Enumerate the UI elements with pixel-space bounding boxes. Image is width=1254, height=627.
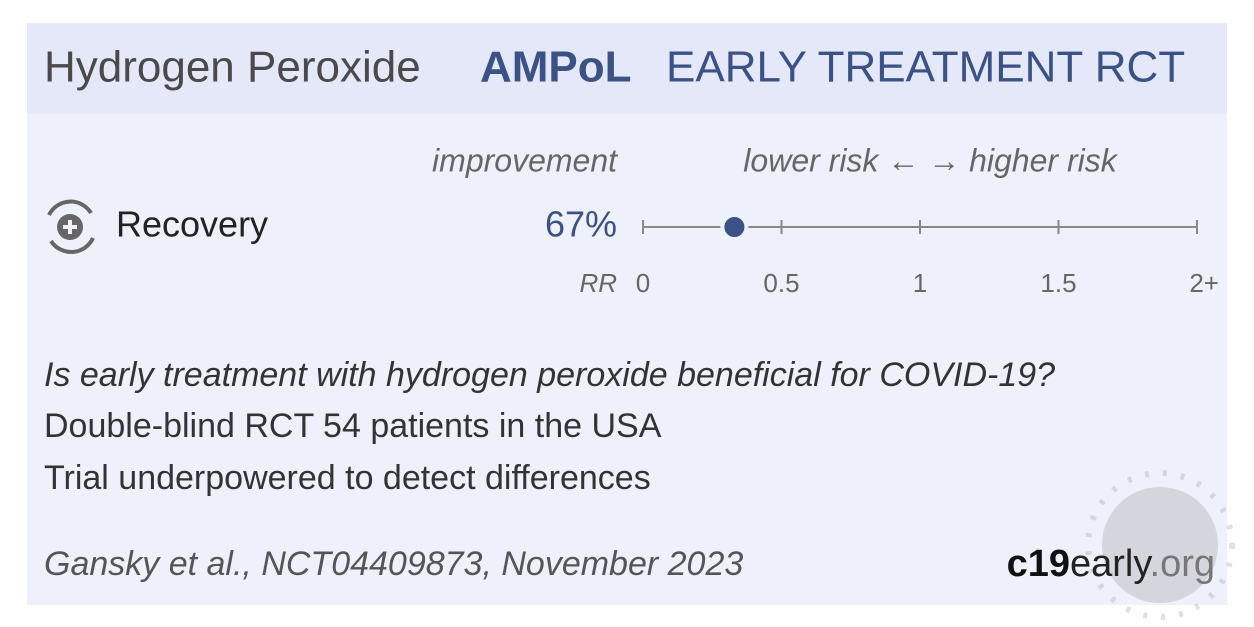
summary-line: Is early treatment with hydrogen peroxid… [44,356,1055,394]
virus-decoration [1085,470,1235,620]
brand-part: c19 [1007,543,1070,585]
axis-label: RR [579,268,617,298]
trial-name: AMPoL [480,43,632,92]
risk-heading: lower risk ← → higher risk [743,142,1118,178]
brand-part: early [1070,543,1152,585]
trial-kind: EARLY TREATMENT RCT [666,43,1185,92]
recovery-icon [47,199,95,255]
x-tick-label: 1 [913,268,927,298]
improvement-value: 67% [545,204,617,245]
card-background [27,23,1227,605]
header-band [27,23,1227,114]
x-tick-label: 1.5 [1040,268,1076,298]
x-tick-label: 2+ [1189,268,1219,298]
x-tick-label: 0 [636,268,650,298]
outcome-label: Recovery [116,204,268,245]
improvement-heading: improvement [432,142,618,178]
summary-line: Double-blind RCT 54 patients in the USA [44,407,662,445]
drug-name: Hydrogen Peroxide [44,43,421,92]
x-tick-label: 0.5 [763,268,799,298]
brand: c19early.org [1007,543,1215,585]
rr-point [720,213,749,241]
citation: Gansky et al., NCT04409873, November 202… [44,545,743,583]
brand-part: .org [1150,543,1215,585]
summary-line: Trial underpowered to detect differences [44,459,651,497]
